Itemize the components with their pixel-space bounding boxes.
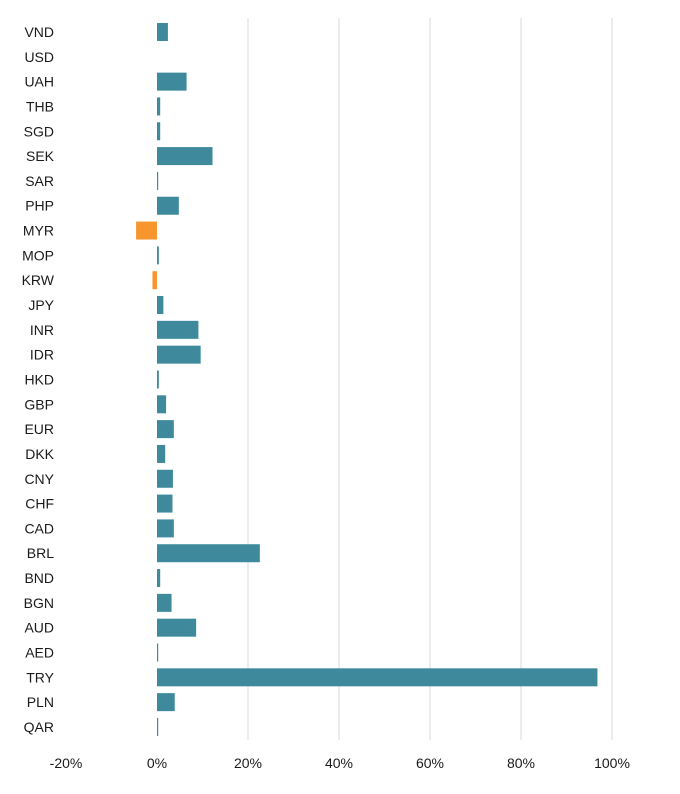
bar-chf	[157, 494, 173, 513]
bar-sar	[157, 171, 159, 190]
bar-eur	[157, 420, 174, 439]
gridlines	[247, 18, 613, 740]
bar-bnd	[157, 569, 161, 588]
x-tick-label: 40%	[325, 755, 353, 771]
bar-myr	[136, 221, 157, 240]
bar-cad	[157, 519, 174, 538]
category-label-gbp: GBP	[24, 396, 54, 412]
category-label-sar: SAR	[25, 173, 54, 189]
bar-krw	[152, 271, 157, 290]
bar-sgd	[157, 122, 161, 141]
x-tick-label: 100%	[594, 755, 630, 771]
x-tick-label: 0%	[147, 755, 167, 771]
category-label-chf: CHF	[25, 496, 54, 512]
bar-inr	[157, 320, 199, 339]
category-label-myr: MYR	[23, 223, 54, 239]
bar-try	[157, 668, 598, 687]
category-label-brl: BRL	[27, 545, 54, 561]
category-label-jpy: JPY	[28, 297, 54, 313]
bar-vnd	[157, 23, 168, 41]
category-label-sgd: SGD	[24, 123, 54, 139]
bar-mop	[157, 246, 159, 265]
category-label-mop: MOP	[22, 247, 54, 263]
bar-php	[157, 196, 179, 215]
category-label-cny: CNY	[24, 471, 54, 487]
category-label-krw: KRW	[22, 272, 55, 288]
x-tick-label: -20%	[50, 755, 83, 771]
category-label-usd: USD	[24, 49, 54, 65]
category-label-bnd: BND	[24, 570, 54, 586]
bar-hkd	[157, 370, 159, 389]
bar-jpy	[157, 296, 164, 315]
category-label-hkd: HKD	[24, 371, 54, 387]
category-label-php: PHP	[25, 198, 54, 214]
bar-uah	[157, 72, 187, 91]
category-label-dkk: DKK	[25, 446, 54, 462]
bar-thb	[157, 97, 161, 116]
bar-aud	[157, 618, 197, 637]
bar-sek	[157, 147, 213, 166]
category-labels: VND USD UAH THB SGD SEK SAR PHP MYR MOP KRW JPY INR I…	[22, 24, 55, 735]
category-label-sek: SEK	[26, 148, 55, 164]
bar-aed	[157, 643, 159, 662]
category-label-qar: QAR	[24, 719, 54, 735]
category-label-bgn: BGN	[24, 595, 54, 611]
bar-brl	[157, 544, 260, 563]
category-label-try: TRY	[26, 669, 54, 685]
category-label-eur: EUR	[24, 421, 54, 437]
bar-pln	[157, 693, 175, 712]
bar-cny	[157, 469, 173, 488]
category-label-uah: UAH	[24, 74, 54, 90]
x-axis-ticks: -20% 0% 20% 40% 60% 80% 100%	[50, 755, 630, 771]
x-tick-label: 60%	[416, 755, 444, 771]
category-label-aud: AUD	[24, 620, 54, 636]
x-tick-label: 20%	[234, 755, 262, 771]
category-label-pln: PLN	[27, 694, 54, 710]
bar-dkk	[157, 444, 166, 463]
bars	[136, 23, 598, 736]
bar-qar	[157, 717, 159, 736]
category-label-cad: CAD	[24, 520, 54, 536]
x-tick-label: 80%	[507, 755, 535, 771]
bar-bgn	[157, 593, 172, 612]
category-label-idr: IDR	[30, 347, 54, 363]
category-label-vnd: VND	[24, 24, 54, 40]
bar-gbp	[157, 395, 167, 414]
bar-idr	[157, 345, 201, 364]
category-label-aed: AED	[25, 645, 54, 661]
category-label-inr: INR	[30, 322, 54, 338]
category-label-thb: THB	[26, 98, 54, 114]
